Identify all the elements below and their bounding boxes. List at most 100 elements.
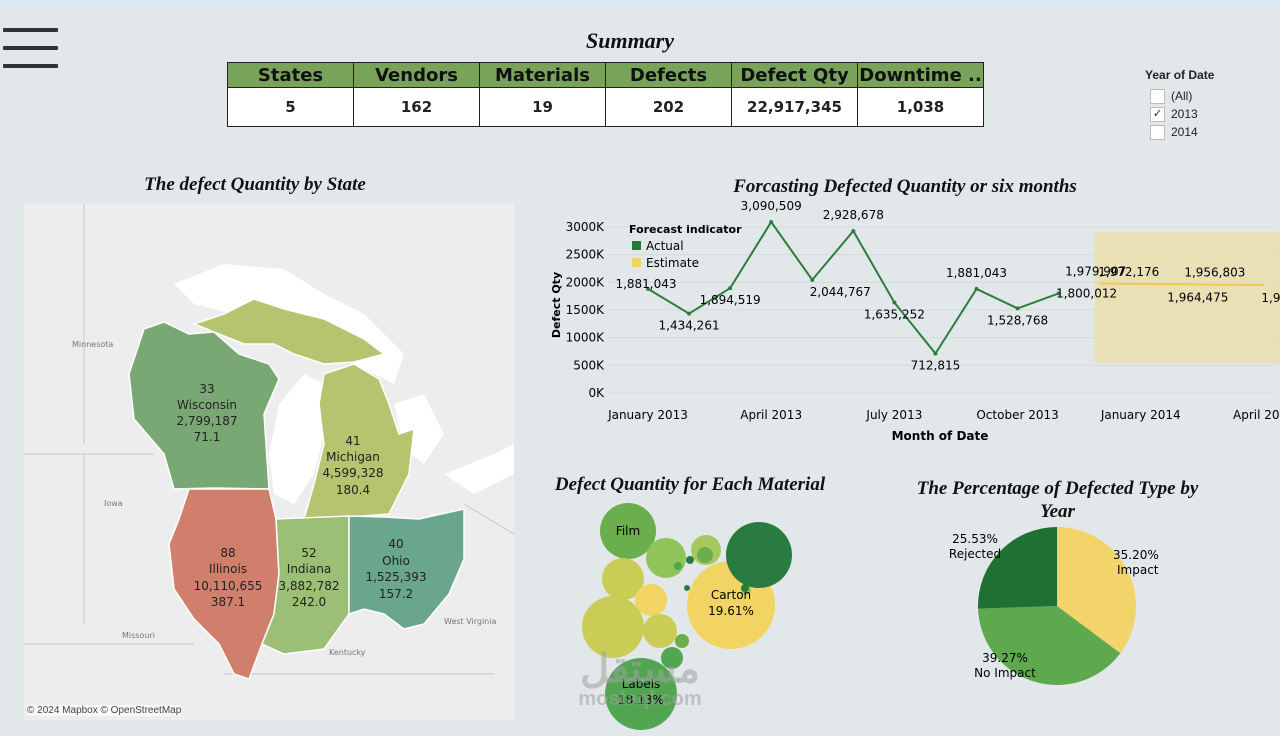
michigan-count: 41 [345, 434, 360, 448]
material-bubble[interactable] [582, 596, 644, 658]
material-bubble[interactable] [686, 556, 694, 564]
map-attribution[interactable]: © 2024 Mapbox © OpenStreetMap [27, 705, 182, 716]
actual-point[interactable] [728, 286, 733, 291]
menu-icon[interactable] [3, 28, 58, 72]
material-bubble[interactable] [635, 584, 667, 616]
year-filter-title: Year of Date [1145, 68, 1215, 82]
estimate-data-label: 1,964,475 [1167, 290, 1228, 304]
filter-option-label: 2014 [1171, 125, 1198, 139]
material-bubble[interactable] [726, 522, 792, 588]
actual-point[interactable] [974, 286, 979, 291]
checkbox[interactable] [1150, 88, 1165, 104]
summary-table: States Vendors Materials Defects Defect … [227, 62, 984, 127]
state-michigan-upper[interactable] [191, 298, 386, 365]
x-tick-label: January 2013 [607, 408, 688, 422]
actual-data-label: 2,928,678 [823, 208, 884, 222]
pie-slice[interactable] [1057, 527, 1136, 654]
lake-erie [444, 444, 514, 494]
map-label-indiana: 52 Indiana 3,882,782 242.0 [278, 546, 339, 609]
actual-data-label: 1,881,043 [946, 266, 1007, 280]
forecast-line-chart[interactable]: 0K 500K 1000K 1500K 2000K 2500K 3000K January 2… [540, 200, 1280, 450]
material-bubble-label: Film [616, 524, 640, 538]
kpi-header-defects: Defects [605, 62, 732, 88]
state-map[interactable]: Minnesota Iowa Missouri Kentucky West Vi… [24, 204, 514, 720]
y-tick-label: 2500K [566, 248, 606, 262]
pie-pct-label: 25.53% [952, 532, 998, 546]
michigan-name: Michigan [326, 450, 380, 464]
place-label-missouri: Missouri [122, 631, 155, 640]
y-tick-label: 3000K [566, 220, 606, 234]
ohio-metric: 157.2 [379, 587, 413, 601]
actual-point[interactable] [851, 228, 856, 233]
map-label-michigan: 41 Michigan 4,599,328 180.4 [322, 434, 383, 497]
material-bubble-label: Carton [711, 588, 751, 602]
state-wisconsin[interactable] [128, 321, 280, 490]
illinois-name: Illinois [209, 562, 247, 576]
state-ohio[interactable] [348, 508, 465, 630]
indiana-count: 52 [301, 546, 316, 560]
state-michigan[interactable] [302, 363, 415, 520]
filter-option-2014[interactable]: 2014 [1150, 123, 1214, 141]
defect-type-pie-chart[interactable]: 35.20%Impact 39.27%No Impact 25.53%Rejecte… [930, 520, 1190, 695]
lake-michigan [269, 374, 324, 504]
actual-data-label: 2,044,767 [810, 285, 871, 299]
actual-point[interactable] [1015, 306, 1020, 311]
top-strip [0, 0, 1280, 9]
wisconsin-name: Wisconsin [177, 398, 237, 412]
michigan-metric: 180.4 [336, 483, 370, 497]
material-bubble-chart[interactable]: Film Carton 19.61% Labels 18.13% [570, 498, 800, 733]
indiana-qty: 3,882,782 [278, 579, 339, 593]
y-tick-label: 500K [573, 358, 605, 372]
material-bubble[interactable] [684, 585, 690, 591]
estimate-data-label: 1,979,907 [1065, 264, 1126, 278]
filter-option-all[interactable]: (All) [1150, 87, 1214, 105]
kpi-header-vendors: Vendors [353, 62, 480, 88]
ohio-qty: 1,525,393 [365, 570, 426, 584]
actual-point[interactable] [810, 277, 815, 282]
actual-point[interactable] [769, 219, 774, 224]
place-label-iowa: Iowa [104, 499, 123, 508]
kpi-value-defect-qty: 22,917,345 [731, 87, 858, 127]
material-bubble[interactable] [675, 634, 689, 648]
material-bubble[interactable] [605, 658, 677, 730]
material-bubble[interactable] [661, 647, 683, 669]
material-bubble[interactable] [646, 538, 686, 578]
legend-swatch-estimate [632, 258, 641, 267]
checkbox[interactable] [1150, 124, 1165, 140]
filter-option-label: (All) [1171, 89, 1193, 103]
actual-point[interactable] [646, 286, 650, 291]
kpi-header-states: States [227, 62, 354, 88]
material-bubble[interactable] [643, 614, 677, 648]
kpi-header-defect-qty: Defect Qty [731, 62, 858, 88]
material-chart-title: Defect Quantity for Each Material [554, 474, 826, 495]
actual-data-label: 1,635,252 [864, 308, 925, 322]
checkbox-checked[interactable]: ✓ [1150, 106, 1165, 122]
filter-option-2013[interactable]: ✓ 2013 [1150, 105, 1214, 123]
material-bubble[interactable] [741, 584, 749, 592]
place-label-kentucky: Kentucky [329, 648, 366, 657]
material-bubble[interactable] [602, 558, 644, 600]
actual-point[interactable] [687, 311, 692, 316]
material-bubble[interactable] [674, 562, 682, 570]
illinois-qty: 10,110,655 [194, 579, 263, 593]
actual-point[interactable] [1056, 291, 1061, 296]
x-tick-label: October 2013 [976, 408, 1058, 422]
material-bubble[interactable] [697, 547, 713, 563]
pie-slice[interactable] [978, 606, 1121, 685]
actual-point[interactable] [933, 351, 938, 356]
filter-option-label: 2013 [1171, 107, 1198, 121]
y-tick-label: 1500K [566, 303, 606, 317]
pie-slice-label: No Impact [974, 666, 1036, 680]
chart-legend: Forecast indicator Actual Estimate [629, 223, 742, 270]
y-tick-label: 2000K [566, 275, 606, 289]
indiana-metric: 242.0 [292, 595, 326, 609]
pie-slice[interactable] [978, 527, 1057, 609]
legend-swatch-actual [632, 241, 641, 250]
pie-chart-title: The Percentage of Defected Type by Year [916, 478, 1199, 522]
state-borders [24, 204, 514, 675]
kpi-value-defects: 202 [605, 87, 732, 127]
legend-title: Forecast indicator [629, 223, 742, 236]
wisconsin-metric: 71.1 [194, 430, 221, 444]
material-bubble[interactable] [600, 503, 656, 559]
actual-point[interactable] [892, 300, 897, 305]
